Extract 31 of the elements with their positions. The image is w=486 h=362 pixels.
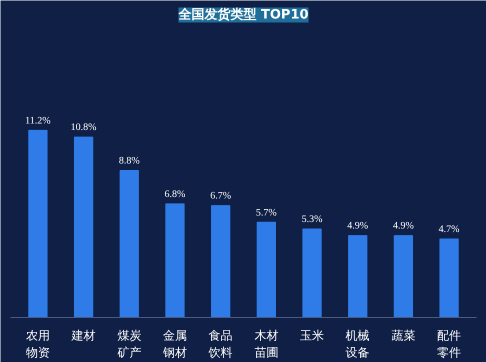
bar [165,203,185,318]
data-label: 4.9% [392,220,414,232]
data-label: 4.9% [347,220,368,232]
x-tick-label: 食品饮料 [208,328,233,360]
bar [28,130,48,318]
x-tick-label: 蔬菜 [391,328,416,342]
data-label: 10.8% [70,122,97,134]
x-tick-label: 木材苗圃 [254,328,278,360]
bar [439,238,459,318]
bar [74,136,94,318]
data-label: 5.7% [256,207,277,218]
data-label: 4.7% [438,224,460,235]
x-tick-label: 农用物资 [26,328,50,360]
bar [302,228,322,318]
data-label: 5.3% [302,214,322,225]
bar [120,170,139,318]
data-label: 6.8% [164,188,186,200]
x-tick-label: 建材 [70,328,96,342]
x-tick-label: 玉米 [300,328,324,342]
bar [211,205,230,318]
chart-title: 全国发货类型 TOP10 [177,6,309,22]
bar [348,235,368,318]
data-label: 6.7% [210,190,232,202]
data-label: 11.2% [25,115,51,126]
bar [256,222,276,318]
x-tick-label: 配件零件 [437,328,462,360]
x-tick-label: 煤炭矿产 [116,328,142,360]
data-label: 8.8% [118,155,140,166]
bar [394,235,414,318]
x-tick-label: 机械设备 [346,328,370,360]
x-tick-label: 金属钢材 [162,328,187,360]
